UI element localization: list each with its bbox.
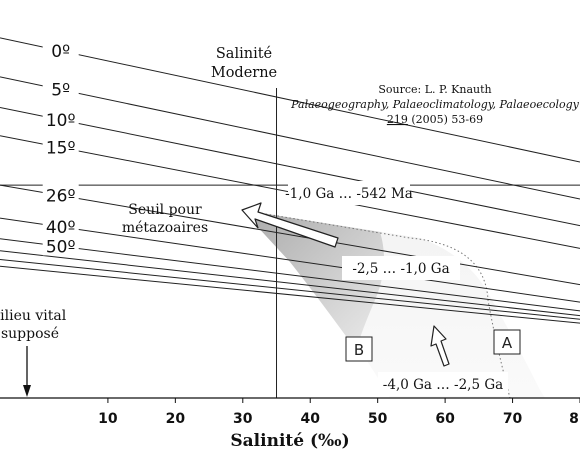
isotherm-label-bg-5 bbox=[42, 215, 79, 236]
milieu-label-1: Milieu vital bbox=[0, 308, 67, 324]
x-tick-label-30: 30 bbox=[233, 411, 253, 427]
isotherm-lines bbox=[0, 37, 580, 324]
threshold-label-1: Seuil pour bbox=[128, 202, 202, 218]
x-axis-label: Salinité (‰) bbox=[230, 431, 349, 451]
isotherm-label-2: 10º bbox=[46, 111, 76, 131]
box-b-label: B bbox=[354, 341, 364, 359]
isotherm-line-4 bbox=[0, 184, 580, 286]
era-2-label: -2,5 … -1,0 Ga bbox=[352, 261, 449, 277]
isotherm-label-3: 15º bbox=[46, 139, 76, 159]
isotherm-line-6 bbox=[0, 238, 580, 312]
x-tick-label-60: 60 bbox=[435, 411, 455, 427]
isotherm-label-bg-0 bbox=[42, 39, 79, 60]
isotherm-line-5 bbox=[0, 217, 580, 303]
x-tick-label-50: 50 bbox=[368, 411, 388, 427]
isotherm-label-bg-2 bbox=[42, 108, 79, 129]
isotherm-line-1 bbox=[0, 76, 580, 200]
era-1-label-bg bbox=[288, 181, 410, 205]
isotherm-line-2 bbox=[0, 106, 580, 227]
source-line-3: 219 (2005) 53-69 bbox=[387, 113, 483, 126]
era-3-label: -4,0 Ga … -2,5 Ga bbox=[383, 377, 503, 393]
milieu-arrow-head bbox=[23, 385, 31, 397]
x-tick-label-70: 70 bbox=[503, 411, 523, 427]
x-tick-label-10: 10 bbox=[98, 411, 118, 427]
envelope-a-boundary bbox=[241, 209, 511, 399]
source-pages: (2005) 53-69 bbox=[408, 113, 483, 126]
x-tick-label-20: 20 bbox=[166, 411, 186, 427]
era-2-label-bg bbox=[342, 256, 460, 280]
threshold-label-2: métazoaires bbox=[122, 220, 208, 236]
isotherm-line-8 bbox=[0, 258, 580, 320]
isotherm-line-7 bbox=[0, 250, 580, 317]
milieu-label-2: supposé bbox=[1, 326, 59, 342]
era-3-label-bg bbox=[378, 372, 508, 396]
source-line-2: Palaeogeography, Palaeoclimatology, Pala… bbox=[290, 98, 580, 111]
isotherm-label-6: 50º bbox=[46, 237, 76, 257]
isotherm-label-bg-1 bbox=[42, 78, 79, 99]
isotherm-label-4: 26º bbox=[46, 186, 76, 206]
modern-salinity-label-1: Salinité bbox=[216, 46, 272, 62]
isotherm-label-0: 0º bbox=[51, 42, 70, 62]
isotherm-line-9 bbox=[0, 265, 580, 324]
source-line-1: Source: L. P. Knauth bbox=[378, 83, 491, 96]
x-tick-label-40: 40 bbox=[300, 411, 320, 427]
evolution-arrow-upper bbox=[241, 202, 339, 248]
evolution-arrow-lower bbox=[430, 325, 450, 367]
isotherm-label-1: 5º bbox=[51, 81, 70, 101]
modern-salinity-label-2: Moderne bbox=[211, 65, 277, 81]
box-b bbox=[345, 336, 373, 362]
source-volume: 219 bbox=[387, 113, 408, 126]
x-tick-label-80: 8 bbox=[569, 411, 579, 427]
isotherm-label-bg-3 bbox=[42, 136, 79, 157]
isotherm-label-bg-6 bbox=[42, 235, 79, 256]
isotherm-line-0 bbox=[0, 37, 580, 163]
x-axis-ticks: 10 20 30 40 50 60 70 8 bbox=[98, 398, 580, 427]
isotherm-label-bg-4 bbox=[42, 184, 79, 205]
box-a bbox=[493, 329, 521, 355]
era-1-label: -1,0 Ga … -542 Ma bbox=[285, 186, 413, 202]
box-a-label: A bbox=[502, 334, 513, 352]
isotherm-label-5: 40º bbox=[46, 218, 76, 238]
